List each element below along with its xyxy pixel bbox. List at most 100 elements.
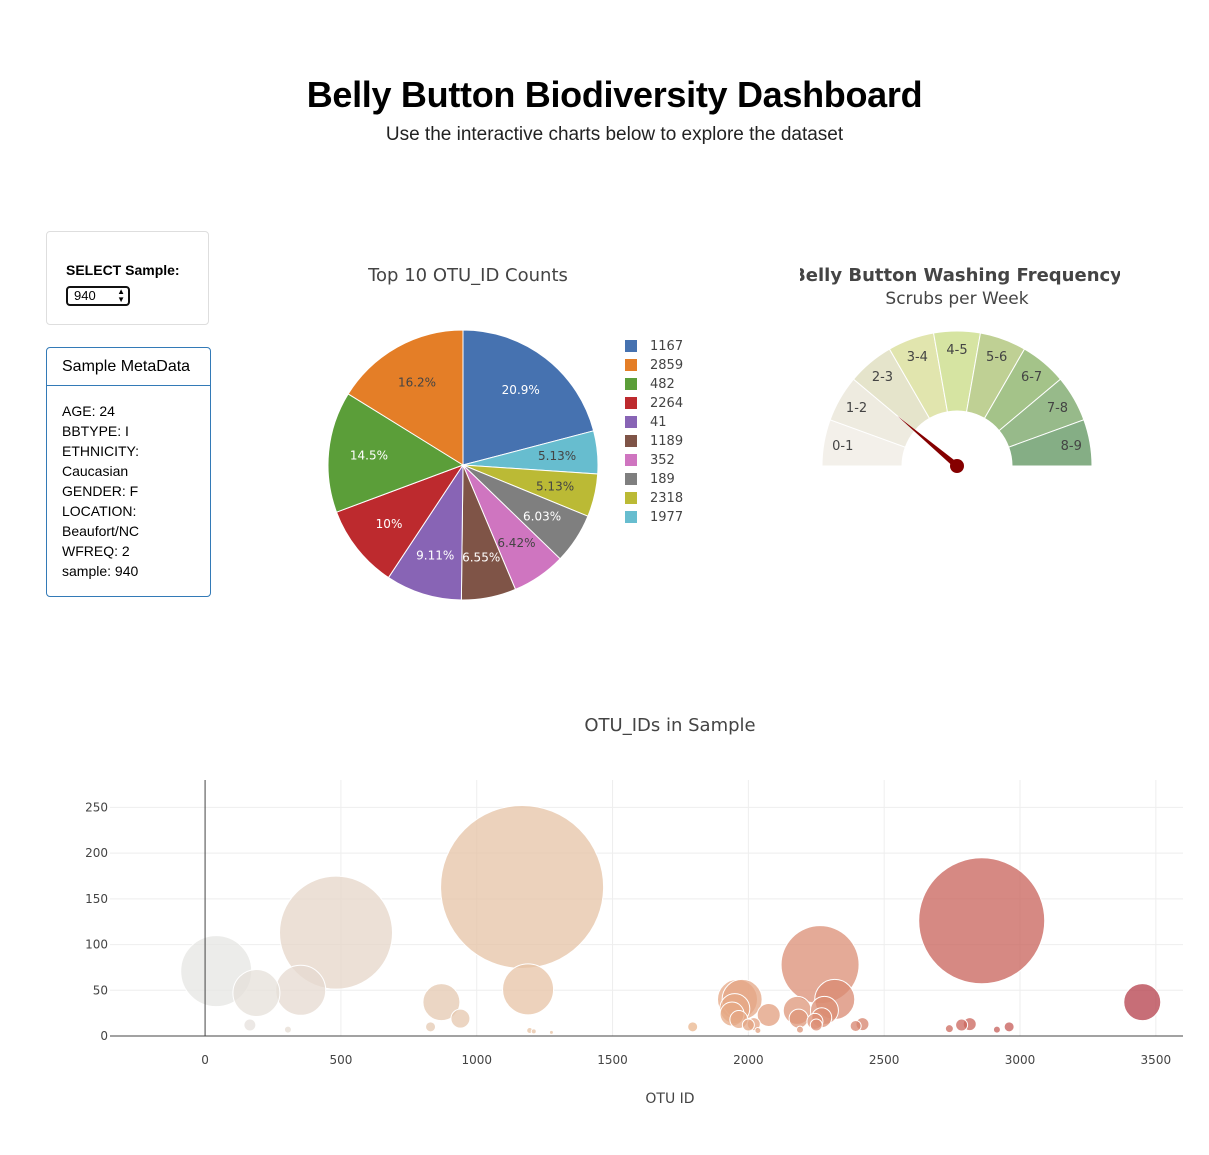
gauge-needle-hub: [950, 459, 964, 473]
bubble-y-tick: 50: [93, 983, 108, 997]
bubble-point[interactable]: [918, 857, 1046, 985]
legend-label-41[interactable]: 41: [650, 415, 667, 430]
legend-swatch-482[interactable]: [625, 378, 637, 390]
pie-slice-482[interactable]: [327, 393, 465, 513]
bubble-point[interactable]: [849, 1019, 862, 1032]
pie-slice-1167[interactable]: [462, 329, 595, 466]
bubble-point[interactable]: [741, 1018, 755, 1032]
legend-swatch-1167[interactable]: [625, 340, 637, 352]
gauge-title: Belly Button Washing Frequency: [800, 265, 1120, 286]
metadata-line: Beaufort/NC: [62, 523, 140, 539]
pie-percent-label: 5.13%: [538, 449, 576, 463]
metadata-line: Caucasian: [62, 463, 129, 479]
sample-selector-label: SELECT Sample:: [66, 262, 180, 278]
metadata-line: LOCATION:: [62, 503, 137, 519]
page-subtitle: Use the interactive charts below to expl…: [385, 124, 844, 145]
legend-label-1977[interactable]: 1977: [650, 510, 683, 525]
metadata-line: ETHNICITY:: [62, 443, 140, 459]
metadata-line: sample: 940: [62, 563, 139, 579]
legend-swatch-1189[interactable]: [625, 435, 637, 447]
gauge-sector-label: 8-9: [1061, 439, 1082, 454]
bubble-point[interactable]: [243, 1018, 257, 1032]
bubble-x-tick: 3000: [1005, 1053, 1036, 1067]
legend-label-2859[interactable]: 2859: [650, 358, 683, 373]
bubble-point[interactable]: [275, 964, 327, 1016]
bubble-point[interactable]: [687, 1021, 699, 1033]
bubble-point[interactable]: [1123, 983, 1162, 1022]
legend-label-352[interactable]: 352: [650, 453, 675, 468]
pie-percent-label: 20.9%: [502, 383, 540, 397]
pie-percent-label: 6.55%: [462, 551, 500, 565]
bubble-x-tick: 3500: [1141, 1053, 1172, 1067]
bubble-point[interactable]: [440, 804, 605, 969]
bubble-point[interactable]: [530, 1028, 537, 1035]
pie-percent-label: 14.5%: [350, 449, 388, 463]
bubble-point[interactable]: [232, 969, 281, 1018]
gauge-sector-label: 3-4: [907, 350, 928, 365]
bubble-point[interactable]: [279, 875, 394, 990]
bubble-y-tick: 250: [85, 800, 108, 814]
gauge-subtitle: Scrubs per Week: [885, 289, 1028, 309]
bubble-y-tick: 0: [100, 1029, 108, 1043]
bubble-point[interactable]: [756, 1002, 781, 1027]
bubble-point[interactable]: [788, 1008, 809, 1029]
bubble-point[interactable]: [795, 1025, 804, 1034]
metadata-title: Sample MetaData: [47, 348, 210, 386]
legend-label-1167[interactable]: 1167: [650, 339, 683, 354]
pie-percent-label: 6.42%: [497, 536, 535, 550]
bubble-point[interactable]: [809, 1018, 823, 1032]
bubble-point[interactable]: [450, 1008, 471, 1029]
gauge-sector-label: 1-2: [846, 401, 867, 416]
gauge-sector-label: 4-5: [946, 343, 967, 358]
bubble-x-tick: 500: [329, 1053, 352, 1067]
legend-swatch-2318[interactable]: [625, 492, 637, 504]
bubble-point[interactable]: [955, 1018, 969, 1032]
gauge-sector-label: 2-3: [872, 370, 893, 385]
metadata-line: GENDER: F: [62, 483, 139, 499]
bubble-point[interactable]: [548, 1029, 554, 1035]
page-header: Belly Button Biodiversity Dashboard Use …: [0, 74, 1209, 146]
sample-select-value: 940: [74, 288, 96, 303]
legend-swatch-1977[interactable]: [625, 511, 637, 523]
bubble-x-tick: 0: [201, 1053, 209, 1067]
legend-label-189[interactable]: 189: [650, 472, 675, 487]
bubble-chart-title: OTU_IDs in Sample: [584, 715, 755, 736]
bubble-y-tick: 200: [85, 846, 108, 860]
pie-percent-label: 10%: [376, 517, 403, 531]
pie-slice-2264[interactable]: [335, 463, 465, 579]
gauge-chart: Belly Button Washing Frequency Scrubs pe…: [800, 265, 1120, 473]
bubble-point[interactable]: [502, 963, 555, 1016]
legend-label-482[interactable]: 482: [650, 377, 675, 392]
metadata-line: BBTYPE: I: [62, 423, 129, 439]
legend-swatch-189[interactable]: [625, 473, 637, 485]
legend-label-1189[interactable]: 1189: [650, 434, 683, 449]
bubble-point[interactable]: [422, 983, 461, 1022]
gauge-sector-label: 6-7: [1021, 370, 1042, 385]
pie-percent-label: 6.03%: [523, 510, 561, 524]
pie-chart: Top 10 OTU_ID Counts 20.9% 5.13% 5.13% 6.03…: [327, 265, 683, 601]
bubble-chart: OTU_IDs in Sample 0 500 1000 1500 2000 2500 30…: [85, 715, 1183, 1107]
legend-swatch-2859[interactable]: [625, 359, 637, 371]
bubble-point[interactable]: [1003, 1021, 1015, 1033]
pie-percent-label: 5.13%: [536, 479, 574, 493]
legend-label-2318[interactable]: 2318: [650, 491, 683, 506]
sample-select[interactable]: 940 ▲ ▼: [66, 286, 130, 306]
bubble-point[interactable]: [283, 1025, 292, 1034]
gauge-sector-label: 5-6: [986, 350, 1007, 365]
gauge-needle: [897, 415, 959, 469]
gauge-sector-8-9[interactable]: [1008, 419, 1093, 467]
bubble-point[interactable]: [754, 1027, 762, 1035]
bubble-point[interactable]: [992, 1025, 1001, 1034]
pie-chart-title: Top 10 OTU_ID Counts: [367, 265, 568, 286]
gauge-sector-label: 7-8: [1047, 401, 1068, 416]
sample-metadata-panel: Sample MetaData AGE: 24 BBTYPE: I ETHNICIT…: [46, 347, 211, 597]
bubble-point[interactable]: [425, 1021, 437, 1033]
legend-swatch-41[interactable]: [625, 416, 637, 428]
bubble-y-tick: 150: [85, 892, 108, 906]
legend-swatch-2264[interactable]: [625, 397, 637, 409]
pie-slice-2859[interactable]: [347, 329, 464, 466]
gauge-sector-label: 0-1: [832, 439, 853, 454]
legend-swatch-352[interactable]: [625, 454, 637, 466]
bubble-point[interactable]: [944, 1024, 954, 1034]
legend-label-2264[interactable]: 2264: [650, 396, 683, 411]
